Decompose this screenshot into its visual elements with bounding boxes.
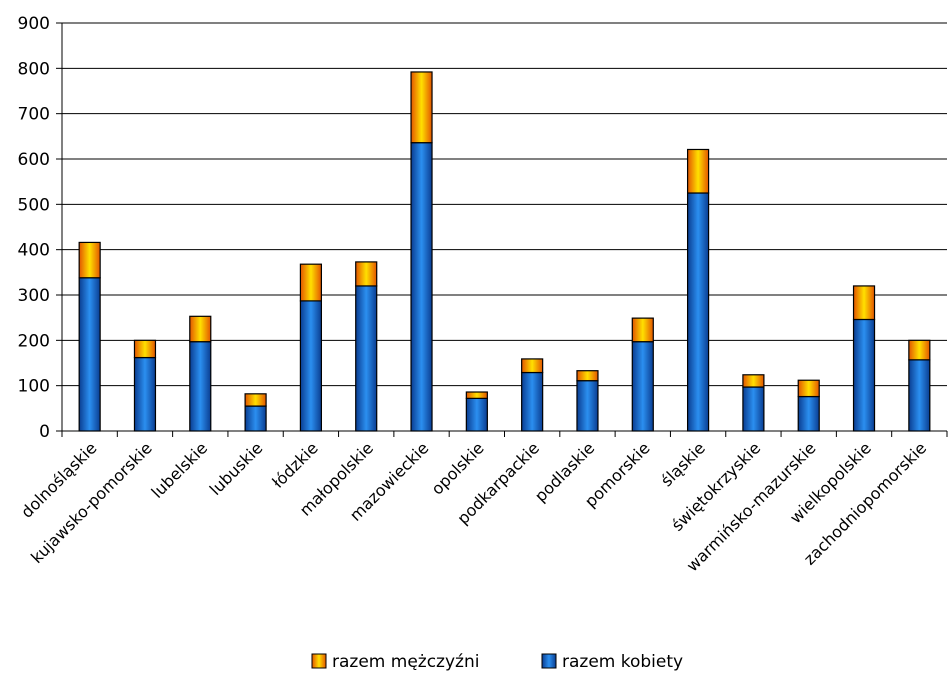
legend-swatch xyxy=(311,653,327,669)
y-tick-label: 500 xyxy=(18,195,50,215)
y-tick-label: 100 xyxy=(18,377,50,397)
bar-mezczyzni xyxy=(686,148,710,194)
y-tick-label: 700 xyxy=(18,105,50,125)
bar-kobiety xyxy=(299,300,323,432)
bar-mezczyzni xyxy=(244,393,267,407)
bar-kobiety xyxy=(410,142,433,432)
y-tick-label: 300 xyxy=(18,286,50,306)
bar-kobiety xyxy=(521,371,544,432)
bar-mezczyzni xyxy=(133,339,157,359)
bar-mezczyzni xyxy=(299,263,323,302)
bar-kobiety xyxy=(686,192,710,432)
bar-mezczyzni xyxy=(465,391,488,399)
bar-mezczyzni xyxy=(521,358,544,374)
bar-kobiety xyxy=(78,277,101,432)
bar-kobiety xyxy=(355,285,378,432)
bar-mezczyzni xyxy=(410,71,433,144)
legend-label: razem mężczyźni xyxy=(332,652,479,672)
bar-mezczyzni xyxy=(189,315,212,343)
y-tick-label: 0 xyxy=(39,422,50,442)
bar-kobiety xyxy=(631,341,654,432)
legend-label: razem kobiety xyxy=(562,652,683,672)
bar-mezczyzni xyxy=(355,261,378,287)
bar-kobiety xyxy=(742,386,765,432)
bar-kobiety xyxy=(189,341,212,432)
category-label: lubelskie xyxy=(148,438,212,502)
legend-swatch xyxy=(541,653,557,669)
y-tick-label: 800 xyxy=(18,59,50,79)
category-label: lubuskie xyxy=(206,438,267,499)
bar-mezczyzni xyxy=(576,370,599,382)
y-tick-label: 600 xyxy=(18,150,50,170)
bar-mezczyzni xyxy=(631,317,654,343)
bar-kobiety xyxy=(908,359,931,432)
y-tick-label: 900 xyxy=(18,14,50,34)
bar-kobiety xyxy=(465,397,488,432)
bar-kobiety xyxy=(133,356,157,432)
bar-mezczyzni xyxy=(908,339,931,361)
bars xyxy=(78,71,931,432)
y-tick-label: 200 xyxy=(18,331,50,351)
bar-kobiety xyxy=(797,395,820,432)
axes: 0 100 200 300 400 500 600 700 800 900 xyxy=(18,14,948,442)
bar-mezczyzni xyxy=(742,374,765,388)
bar-mezczyzni xyxy=(797,379,820,398)
category-labels: dolnośląskiekujawsko-pomorskielubelskiel… xyxy=(17,438,930,575)
bar-mezczyzni xyxy=(78,241,101,279)
category-label: śląskie xyxy=(657,438,709,490)
category-label: łódzkie xyxy=(268,438,321,491)
y-tick-label: 400 xyxy=(18,241,50,261)
bar-kobiety xyxy=(852,318,876,432)
bar-kobiety xyxy=(244,405,267,432)
bar-kobiety xyxy=(576,380,599,432)
bar-mezczyzni xyxy=(852,285,876,321)
legend: razem mężczyźni razem kobiety xyxy=(311,652,683,672)
